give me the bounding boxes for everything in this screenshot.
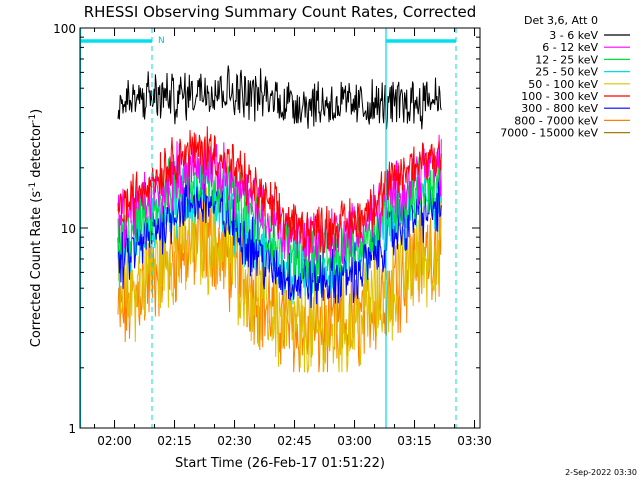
- series-line-3-6-kev: [117, 65, 442, 130]
- legend-label: 12 - 25 keV: [535, 53, 598, 66]
- series-line-100-300-kev: [117, 126, 442, 254]
- legend-label: 100 - 300 keV: [521, 90, 598, 103]
- series-line-800-7000-kev: [117, 186, 442, 373]
- y-tick-label: 1: [68, 422, 76, 436]
- legend-label: 3 - 6 keV: [549, 29, 598, 42]
- x-tick-label: 02:15: [157, 434, 192, 448]
- legend-label: 800 - 7000 keV: [514, 114, 598, 127]
- chart-title: RHESSI Observing Summary Count Rates, Co…: [84, 3, 477, 21]
- date-stamp: 2-Sep-2022 03:30: [565, 468, 637, 477]
- series-layer: [117, 65, 442, 374]
- x-tick-label: 02:30: [217, 434, 252, 448]
- legend-label: 50 - 100 keV: [528, 78, 598, 91]
- legend-header: Det 3,6, Att 0: [524, 14, 598, 27]
- series-line-12-25-kev: [117, 145, 442, 284]
- legend-label: 25 - 50 keV: [535, 66, 598, 79]
- y-tick-label: 10: [61, 222, 76, 236]
- legend-label: 7000 - 15000 keV: [500, 127, 598, 140]
- y-tick-label: 100: [53, 22, 76, 36]
- y-axis-ticks: 1 10 100: [53, 22, 480, 436]
- x-tick-label: 03:00: [337, 434, 372, 448]
- y-axis-label: Corrected Count Rate (s-1 detector-1): [28, 109, 44, 347]
- series-line-50-100-kev: [117, 185, 442, 374]
- night-flag-label: N: [158, 36, 165, 46]
- x-tick-label: 03:15: [397, 434, 432, 448]
- legend-label: 6 - 12 keV: [542, 41, 598, 54]
- x-tick-label: 02:45: [277, 434, 312, 448]
- x-axis-label: Start Time (26-Feb-17 01:51:22): [175, 456, 385, 471]
- x-tick-label: 02:00: [97, 434, 132, 448]
- plot-region: N 02:00 02:15 02:30 02:45 03:00 03:15 03:30 11…: [53, 22, 492, 448]
- x-axis-ticks: 02:00 02:15 02:30 02:45 03:00 03:15 03:30: [94, 28, 492, 448]
- legend-label: 300 - 800 keV: [521, 102, 598, 115]
- x-tick-label: 03:30: [457, 434, 492, 448]
